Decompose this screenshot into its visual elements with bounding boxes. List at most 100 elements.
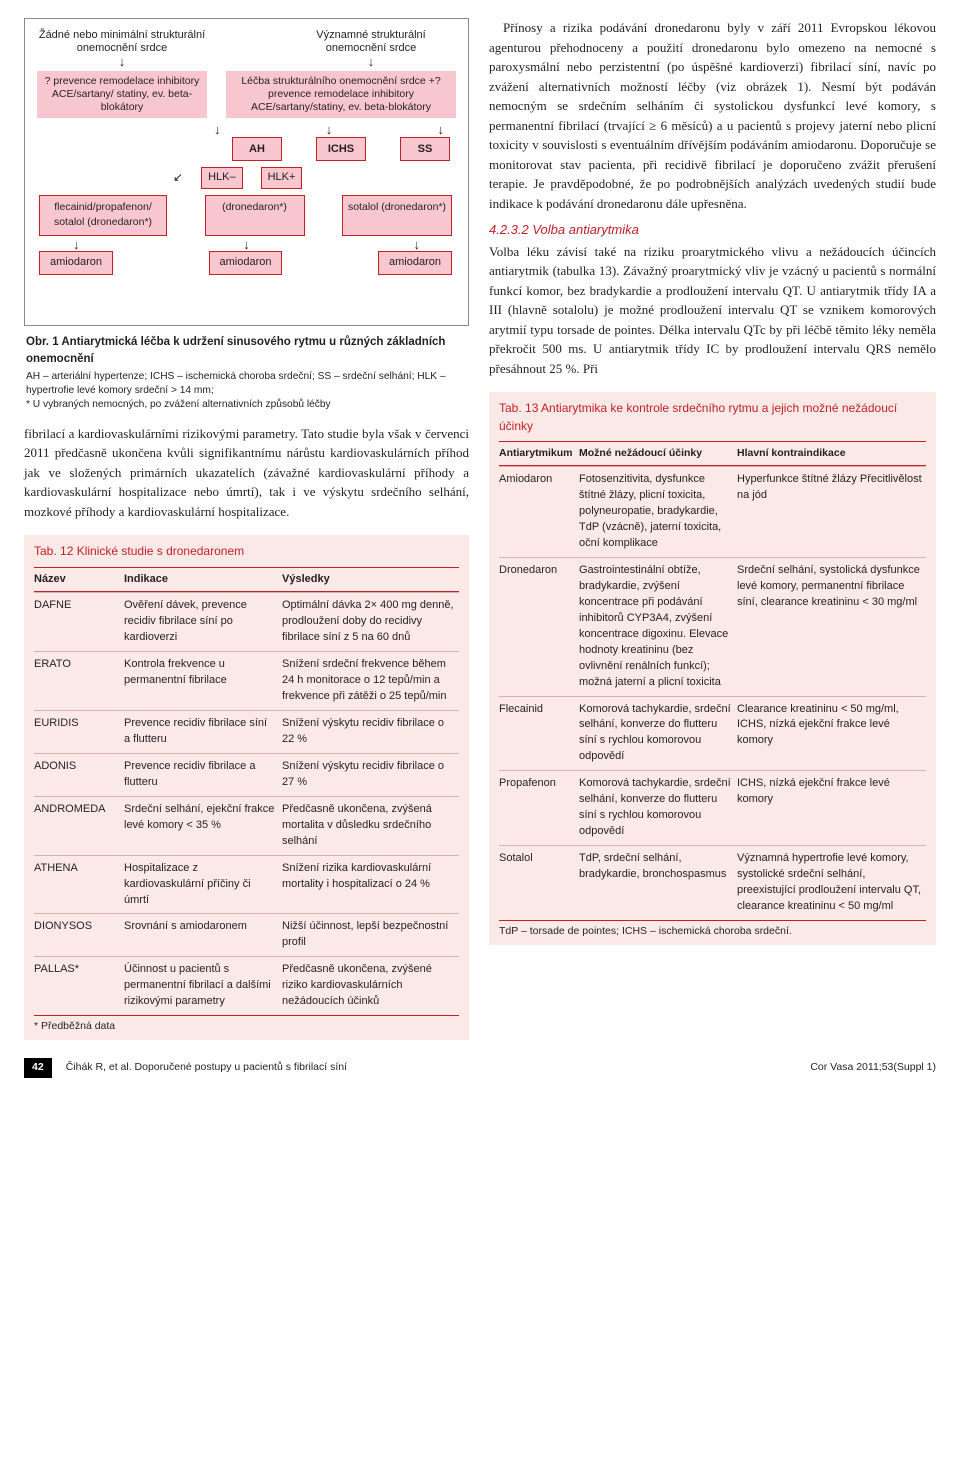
table-row: ATHENAHospitalizace z kardiovaskulární p… (34, 855, 459, 914)
table-12-col-2: Indikace (124, 572, 282, 588)
table-row: AmiodaronFotosenzitivita, dysfunkce štít… (499, 466, 926, 557)
table-cell: PALLAS* (34, 962, 124, 1010)
arrow-down-icon: ↓ (438, 123, 445, 137)
table-cell: Komorová tachykardie, srdeční selhání, k… (579, 776, 737, 840)
table-cell: Hyperfunkce štítné žlázy Přecitlivělost … (737, 472, 926, 552)
table-cell: Kontrola frekvence u permanentní fibrila… (124, 657, 282, 705)
right-paragraph-2: Volba léku závisí také na riziku proaryt… (489, 242, 936, 379)
table-cell: Ověření dávek, prevence recidiv fibrilac… (124, 598, 282, 646)
arrow-down-icon: ↓ (286, 55, 456, 69)
table-cell: ANDROMEDA (34, 802, 124, 850)
flowchart-box-left: ? prevence remodelace inhibitory ACE/sar… (37, 71, 207, 118)
table-cell: Předčasně ukončena, zvýšené riziko kardi… (282, 962, 459, 1010)
flowchart-drug-1: flecainid/propafenon/ sotalol (dronedaro… (39, 195, 167, 235)
table-12-col-1: Název (34, 572, 124, 588)
flowchart-drug-3: sotalol (dronedaron*) (342, 195, 452, 235)
flowchart-amio-3: amiodaron (378, 251, 452, 275)
table-cell: Srdeční selhání, ejekční frakce levé kom… (124, 802, 282, 850)
table-13-col-3: Hlavní kontraindikace (737, 446, 926, 461)
table-row: DronedaronGastrointestinální obtíže, bra… (499, 557, 926, 696)
table-cell: Komorová tachykardie, srdeční selhání, k… (579, 702, 737, 766)
table-cell: ATHENA (34, 861, 124, 909)
table-cell: Účinnost u pacientů s permanentní fibril… (124, 962, 282, 1010)
page-footer: 42 Čihák R, et al. Doporučené postupy u … (24, 1040, 936, 1077)
table-cell: ERATO (34, 657, 124, 705)
table-cell: Snížení srdeční frekvence během 24 h mon… (282, 657, 459, 705)
arrow-down-icon: ↓ (37, 55, 207, 69)
table-row: SotalolTdP, srdeční selhání, bradykardie… (499, 845, 926, 920)
table-13: Tab. 13 Antiarytmika ke kontrole srdeční… (489, 392, 936, 945)
top-grid: Žádné nebo minimální strukturální onemoc… (24, 18, 936, 1040)
flowchart-cat-ss: SS (400, 137, 450, 161)
table-13-col-1: Antiarytmikum (499, 446, 579, 461)
table-cell: Srdeční selhání, systolická dysfunkce le… (737, 563, 926, 691)
table-cell: Flecainid (499, 702, 579, 766)
table-cell: TdP, srdeční selhání, bradykardie, bronc… (579, 851, 737, 915)
table-row: ANDROMEDASrdeční selhání, ejekční frakce… (34, 796, 459, 855)
table-cell: Snížení výskytu recidiv fibrilace o 22 % (282, 716, 459, 748)
arrow-down-icon: ↓ (243, 238, 250, 252)
table-cell: DAFNE (34, 598, 124, 646)
table-cell: DIONYSOS (34, 919, 124, 951)
table-cell: Významná hypertrofie levé komory, systol… (737, 851, 926, 915)
flowchart-head-left: Žádné nebo minimální strukturální onemoc… (37, 29, 207, 55)
table-row: ERATOKontrola frekvence u permanentní fi… (34, 651, 459, 710)
table-cell: Clearance kreatininu < 50 mg/ml, ICHS, n… (737, 702, 926, 766)
table-row: PropafenonKomorová tachykardie, srdeční … (499, 770, 926, 845)
table-13-header: Antiarytmikum Možné nežádoucí účinky Hla… (499, 441, 926, 466)
table-12-col-3: Výsledky (282, 572, 459, 588)
arrow-down-icon: ↓ (73, 238, 80, 252)
table-row: ADONISPrevence recidiv fibrilace a flutt… (34, 753, 459, 796)
flowchart-box-right: Léčba strukturálního onemocnění srdce +?… (226, 71, 456, 118)
table-cell: Sotalol (499, 851, 579, 915)
flowchart-hlk-plus: HLK+ (261, 167, 303, 189)
arrow-down-icon: ↓ (414, 238, 421, 252)
table-cell: Prevence recidiv fibrilace síní a flutte… (124, 716, 282, 748)
flowchart-drug-2: (dronedaron*) (205, 195, 305, 235)
arrow-down-icon: ↓ (326, 123, 333, 137)
table-cell: Hospitalizace z kardiovaskulární příčiny… (124, 861, 282, 909)
table-13-title: Tab. 13 Antiarytmika ke kontrole srdeční… (499, 400, 926, 441)
table-cell: Prevence recidiv fibrilace a flutteru (124, 759, 282, 791)
table-cell: Snížení rizika kardiovaskulární mortalit… (282, 861, 459, 909)
flowchart-amio-2: amiodaron (209, 251, 283, 275)
table-row: PALLAS*Účinnost u pacientů s permanentní… (34, 956, 459, 1015)
footer-journal: Cor Vasa 2011;53(Suppl 1) (810, 1060, 936, 1075)
table-cell: Nižší účinnost, lepší bezpečnostní profi… (282, 919, 459, 951)
table-row: EURIDISPrevence recidiv fibrilace síní a… (34, 710, 459, 753)
flowchart-figure: Žádné nebo minimální strukturální onemoc… (24, 18, 469, 326)
left-column: Žádné nebo minimální strukturální onemoc… (24, 18, 469, 1040)
left-paragraph: fibrilací a kardiovaskulárními rizikovým… (24, 416, 469, 522)
flowchart-cat-ichs: ICHS (316, 137, 366, 161)
page-number: 42 (24, 1058, 52, 1077)
table-row: DAFNEOvěření dávek, prevence recidiv fib… (34, 592, 459, 651)
table-cell: Snížení výskytu recidiv fibrilace o 27 % (282, 759, 459, 791)
table-12-header: Název Indikace Výsledky (34, 567, 459, 593)
table-row: DIONYSOSSrovnání s amiodaronemNižší účin… (34, 913, 459, 956)
table-cell: Fotosenzitivita, dysfunkce štítné žlázy,… (579, 472, 737, 552)
flowchart-cat-ah: AH (232, 137, 282, 161)
arrow-diag-icon: ↙ (173, 169, 183, 186)
table-cell: Propafenon (499, 776, 579, 840)
table-cell: Amiodaron (499, 472, 579, 552)
flowchart-amio-1: amiodaron (39, 251, 113, 275)
flowchart-head-right: Významné strukturální onemocnění srdce (286, 29, 456, 55)
right-paragraph-1: Přínosy a rizika podávání dronedaronu by… (489, 18, 936, 213)
figure-1-notes: AH – arteriální hypertenze; ICHS – ische… (26, 367, 467, 411)
table-cell: Optimální dávka 2× 400 mg denně, prodlou… (282, 598, 459, 646)
table-12-title: Tab. 12 Klinické studie s dronedaronem (34, 543, 459, 566)
table-cell: Dronedaron (499, 563, 579, 691)
arrow-down-icon: ↓ (214, 123, 221, 137)
table-12: Tab. 12 Klinické studie s dronedaronem N… (24, 535, 469, 1040)
table-12-footnote: * Předběžná data (34, 1015, 459, 1034)
table-13-footnote: TdP – torsade de pointes; ICHS – ischemi… (499, 920, 926, 939)
table-cell: ADONIS (34, 759, 124, 791)
right-column: Přínosy a rizika podávání dronedaronu by… (489, 18, 936, 1040)
figure-1-title: Obr. 1 Antiarytmická léčba k udržení sin… (26, 334, 467, 367)
table-cell: ICHS, nízká ejekční frakce levé komory (737, 776, 926, 840)
section-title-4232: 4.2.3.2 Volba antiarytmika (489, 213, 936, 242)
table-13-col-2: Možné nežádoucí účinky (579, 446, 737, 461)
flowchart-hlk-minus: HLK– (201, 167, 243, 189)
footer-citation: Čihák R, et al. Doporučené postupy u pac… (66, 1060, 811, 1075)
table-cell: Gastrointestinální obtíže, bradykardie, … (579, 563, 737, 691)
